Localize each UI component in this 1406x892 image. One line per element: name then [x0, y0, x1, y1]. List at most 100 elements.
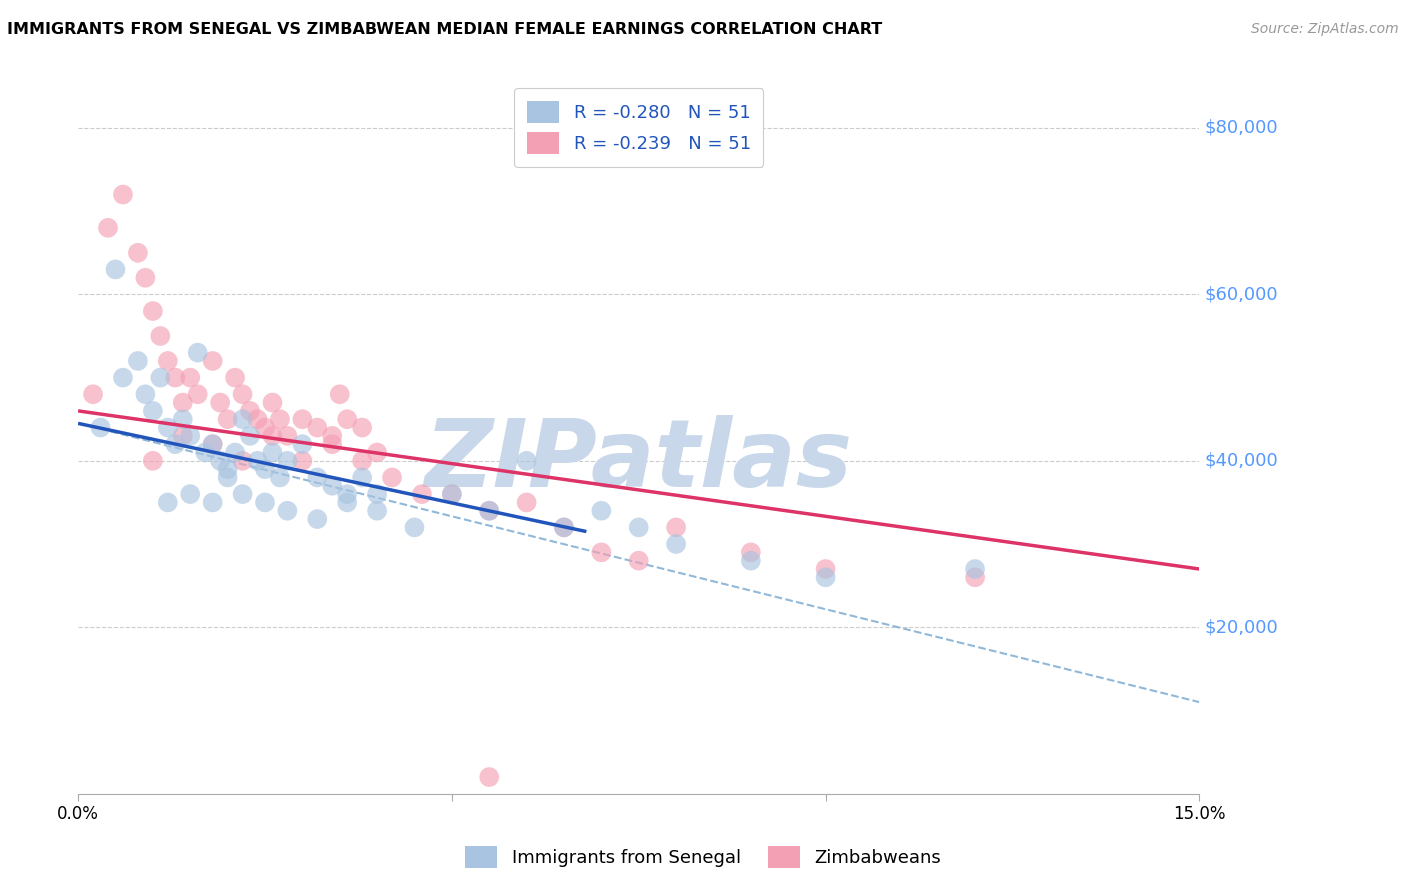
Point — [965, 570, 987, 584]
Point — [291, 437, 314, 451]
Point — [224, 370, 246, 384]
Point — [165, 437, 187, 451]
Point — [366, 504, 388, 518]
Point — [142, 304, 165, 318]
Point — [224, 445, 246, 459]
Point — [366, 445, 388, 459]
Point — [111, 370, 134, 384]
Point — [179, 487, 201, 501]
Point — [553, 520, 575, 534]
Point — [591, 504, 613, 518]
Text: $60,000: $60,000 — [1205, 285, 1278, 303]
Point — [440, 487, 463, 501]
Point — [217, 470, 239, 484]
Point — [246, 454, 269, 468]
Point — [156, 420, 179, 434]
Point — [321, 479, 343, 493]
Point — [253, 495, 276, 509]
Text: Source: ZipAtlas.com: Source: ZipAtlas.com — [1251, 22, 1399, 37]
Point — [253, 420, 276, 434]
Point — [291, 412, 314, 426]
Point — [156, 495, 179, 509]
Point — [321, 437, 343, 451]
Point — [134, 270, 156, 285]
Point — [187, 387, 209, 401]
Point — [232, 487, 254, 501]
Text: $80,000: $80,000 — [1205, 119, 1278, 137]
Point — [440, 487, 463, 501]
Point — [239, 404, 262, 418]
Point — [187, 345, 209, 359]
Point — [262, 395, 284, 409]
Point — [516, 495, 538, 509]
Point — [404, 520, 426, 534]
Point — [209, 454, 232, 468]
Point — [172, 395, 194, 409]
Text: $20,000: $20,000 — [1205, 618, 1278, 636]
Text: IMMIGRANTS FROM SENEGAL VS ZIMBABWEAN MEDIAN FEMALE EARNINGS CORRELATION CHART: IMMIGRANTS FROM SENEGAL VS ZIMBABWEAN ME… — [7, 22, 883, 37]
Point — [553, 520, 575, 534]
Point — [591, 545, 613, 559]
Point — [97, 220, 120, 235]
Point — [269, 470, 291, 484]
Point — [291, 454, 314, 468]
Point — [194, 445, 217, 459]
Point — [262, 429, 284, 443]
Point — [307, 470, 329, 484]
Point — [149, 370, 172, 384]
Point — [336, 412, 359, 426]
Point — [82, 387, 104, 401]
Point — [665, 520, 688, 534]
Point — [201, 354, 224, 368]
Point — [276, 504, 298, 518]
Point — [665, 537, 688, 551]
Point — [201, 437, 224, 451]
Point — [307, 512, 329, 526]
Point — [134, 387, 156, 401]
Point — [142, 454, 165, 468]
Point — [104, 262, 127, 277]
Point — [111, 187, 134, 202]
Point — [232, 387, 254, 401]
Point — [352, 454, 374, 468]
Point — [127, 354, 149, 368]
Point — [740, 554, 762, 568]
Point — [814, 570, 837, 584]
Point — [262, 445, 284, 459]
Point — [336, 495, 359, 509]
Point — [217, 412, 239, 426]
Point — [239, 429, 262, 443]
Point — [478, 770, 501, 784]
Point — [516, 454, 538, 468]
Point — [336, 487, 359, 501]
Point — [411, 487, 433, 501]
Point — [217, 462, 239, 476]
Legend: Immigrants from Senegal, Zimbabweans: Immigrants from Senegal, Zimbabweans — [454, 835, 952, 879]
Point — [127, 245, 149, 260]
Point — [179, 429, 201, 443]
Point — [478, 504, 501, 518]
Point — [149, 329, 172, 343]
Point — [740, 545, 762, 559]
Point — [201, 495, 224, 509]
Text: $40,000: $40,000 — [1205, 452, 1278, 470]
Point — [90, 420, 112, 434]
Point — [627, 554, 650, 568]
Legend: R = -0.280   N = 51, R = -0.239   N = 51: R = -0.280 N = 51, R = -0.239 N = 51 — [515, 88, 763, 167]
Point — [209, 395, 232, 409]
Point — [381, 470, 404, 484]
Point — [172, 412, 194, 426]
Point — [232, 454, 254, 468]
Point — [627, 520, 650, 534]
Point — [201, 437, 224, 451]
Point — [165, 370, 187, 384]
Point — [478, 504, 501, 518]
Point — [179, 370, 201, 384]
Point — [329, 387, 352, 401]
Point — [142, 404, 165, 418]
Point — [276, 454, 298, 468]
Point — [965, 562, 987, 576]
Point — [352, 470, 374, 484]
Point — [321, 429, 343, 443]
Point — [232, 412, 254, 426]
